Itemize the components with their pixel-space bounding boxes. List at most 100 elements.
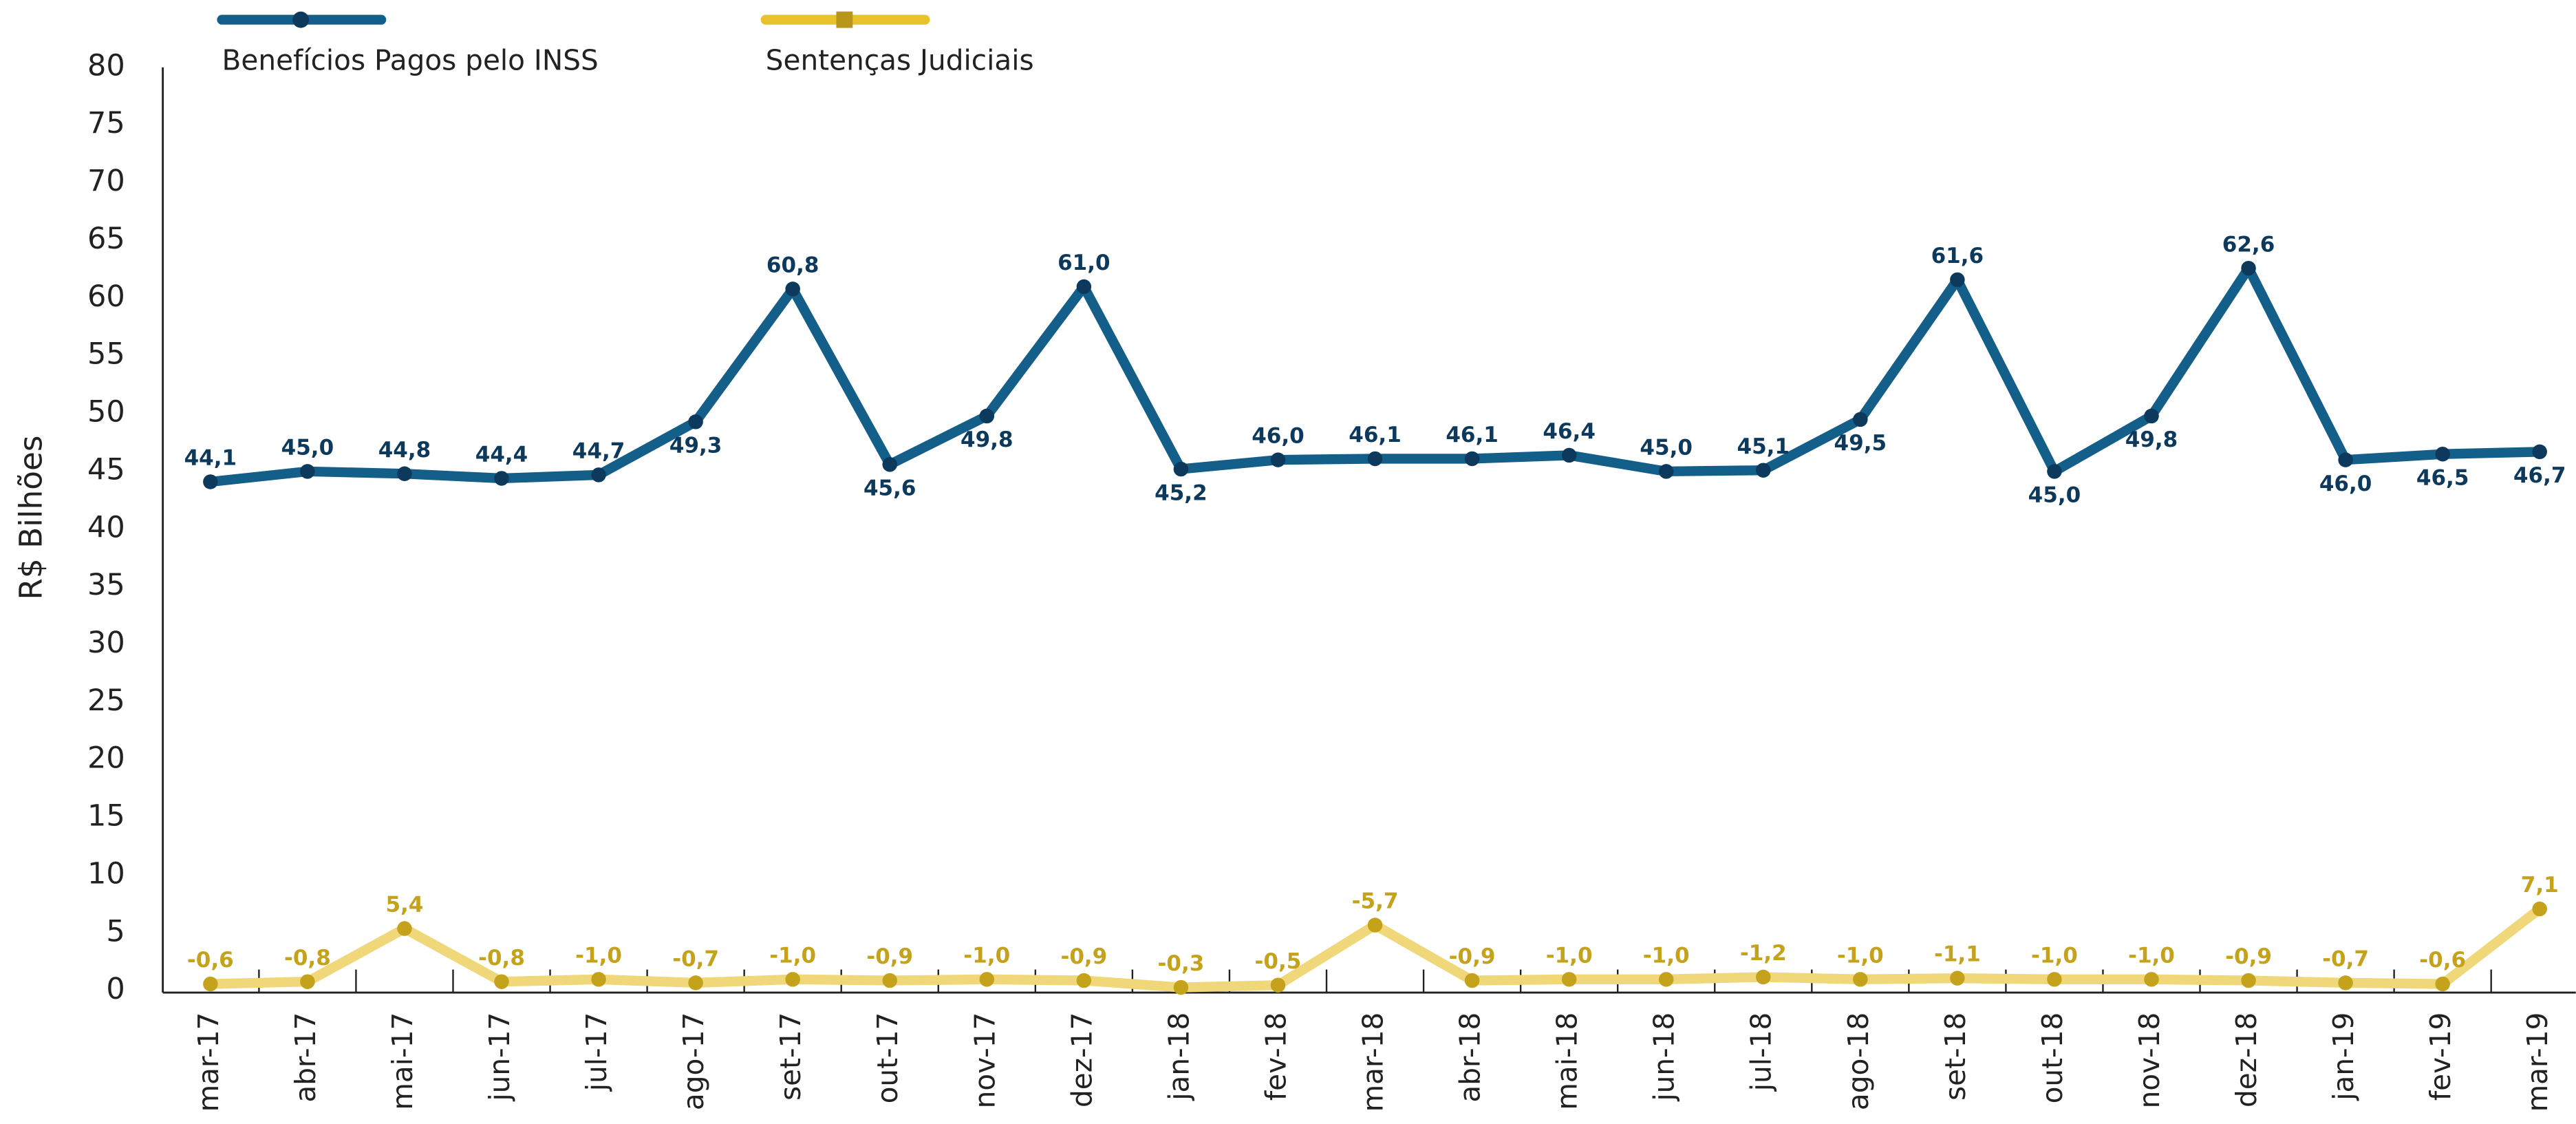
y-tick-label: 5: [106, 914, 125, 948]
data-label: -1,1: [1934, 942, 1981, 967]
y-tick-label: 50: [87, 395, 125, 430]
data-label: -1,2: [1740, 941, 1787, 966]
data-point: [203, 474, 218, 489]
legend-label: Benefícios Pagos pelo INSS: [222, 44, 599, 77]
data-point: [494, 471, 509, 486]
data-point: [2435, 446, 2450, 462]
data-label: 62,6: [2222, 232, 2275, 257]
data-point: [1561, 447, 1577, 463]
y-tick-label: 65: [87, 222, 125, 256]
x-tick-label: nov-17: [968, 1012, 1001, 1109]
data-label: -1,0: [1643, 943, 1690, 968]
data-label: 46,0: [2319, 471, 2372, 496]
data-label: 46,5: [2416, 466, 2469, 491]
y-tick-label: 80: [87, 48, 125, 83]
y-tick-label: 40: [87, 510, 125, 544]
data-label: 45,0: [281, 435, 334, 460]
y-tick-label: 30: [87, 626, 125, 660]
legend-marker: [292, 11, 310, 28]
data-label: 46,0: [1252, 424, 1305, 449]
y-tick-label: 35: [87, 568, 125, 602]
data-point: [1561, 972, 1577, 987]
x-tick-label: jan-18: [1162, 1012, 1195, 1101]
data-point: [1950, 272, 1965, 288]
x-tick-label: out-18: [2036, 1012, 2069, 1104]
data-label: 49,5: [1834, 431, 1887, 456]
x-tick-label: mar-17: [192, 1012, 225, 1112]
data-label: -1,0: [2031, 943, 2078, 968]
data-label: -0,8: [478, 946, 525, 971]
y-tick-label: 10: [87, 856, 125, 891]
data-label: 49,8: [960, 427, 1013, 452]
y-tick-label: 45: [87, 452, 125, 487]
data-label: 61,0: [1058, 251, 1110, 275]
x-tick-label: jan-19: [2327, 1012, 2360, 1101]
x-tick-label: mar-19: [2521, 1012, 2554, 1112]
data-point: [979, 972, 995, 987]
x-tick-label: abr-18: [1454, 1012, 1487, 1103]
data-label: -0,6: [2419, 948, 2466, 973]
x-tick-label: ago-18: [1842, 1012, 1875, 1110]
data-point: [1464, 451, 1480, 467]
data-point: [2532, 901, 2547, 917]
data-label: -0,8: [284, 946, 331, 971]
data-point: [1853, 972, 1868, 987]
data-label: -0,6: [187, 948, 234, 973]
x-tick-label: ago-17: [677, 1012, 710, 1110]
data-label: 45,1: [1737, 434, 1790, 459]
data-label: 49,8: [2125, 427, 2178, 452]
data-label: 46,1: [1349, 423, 1402, 447]
data-label: -1,0: [575, 943, 622, 968]
x-tick-label: jul-18: [1745, 1012, 1778, 1092]
data-point: [397, 921, 412, 936]
data-point: [1270, 977, 1286, 993]
data-point: [2047, 464, 2062, 479]
data-label: 45,6: [863, 476, 916, 501]
data-point: [1950, 971, 1965, 986]
data-point: [2144, 408, 2159, 424]
data-point: [2047, 972, 2062, 987]
data-point: [1076, 973, 1092, 988]
x-tick-label: jun-18: [1648, 1012, 1681, 1102]
data-point: [688, 975, 703, 990]
y-tick-label: 70: [87, 164, 125, 198]
data-label: 44,8: [378, 438, 431, 463]
data-label: -1,0: [1837, 943, 1884, 968]
data-point: [1173, 979, 1189, 995]
data-label: -0,7: [672, 946, 719, 971]
x-tick-label: dez-18: [2230, 1012, 2263, 1107]
x-tick-label: mai-17: [386, 1012, 419, 1110]
data-point: [1853, 412, 1868, 427]
y-tick-label: 0: [106, 972, 125, 1006]
data-label: -1,0: [769, 943, 816, 968]
data-label: -0,7: [2322, 946, 2369, 971]
data-point: [1658, 464, 1674, 479]
data-point: [300, 464, 315, 479]
data-point: [1367, 918, 1383, 933]
data-point: [979, 408, 995, 424]
data-point: [882, 457, 897, 472]
data-label: 5,4: [385, 893, 423, 918]
data-point: [2435, 976, 2450, 992]
data-point: [1756, 463, 1771, 478]
data-point: [300, 974, 315, 989]
data-label: -0,3: [1158, 951, 1205, 976]
data-point: [1658, 972, 1674, 987]
data-label: 46,7: [2513, 463, 2566, 488]
x-tick-label: set-17: [774, 1012, 807, 1101]
data-point: [2338, 975, 2353, 990]
data-point: [2144, 972, 2159, 987]
x-tick-label: jul-17: [580, 1012, 613, 1092]
data-label: -1,0: [963, 943, 1010, 968]
data-point: [591, 467, 606, 483]
legend-marker: [836, 11, 853, 28]
data-label: -1,0: [2128, 943, 2175, 968]
data-point: [397, 466, 412, 481]
y-axis-title: R$ Bilhões: [13, 435, 50, 600]
data-point: [1270, 452, 1286, 467]
x-tick-label: set-18: [1939, 1012, 1972, 1101]
data-label: 45,2: [1155, 480, 1208, 505]
data-label: 60,8: [766, 253, 819, 277]
